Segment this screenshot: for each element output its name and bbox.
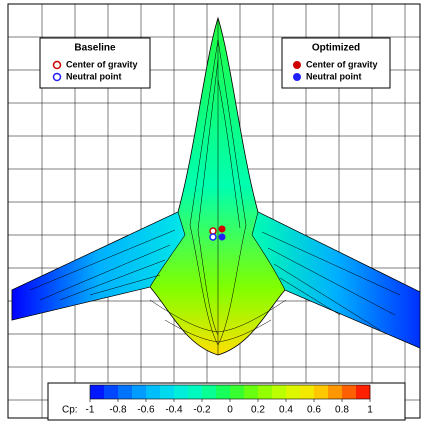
colorbar-tick-label: 1 (367, 405, 373, 416)
colorbar-cell (90, 385, 104, 399)
colorbar-tick-label: 0.4 (279, 405, 293, 416)
colorbar-cell (230, 385, 244, 399)
colorbar-cell (314, 385, 328, 399)
legend-label: Center of gravity (306, 59, 378, 69)
colorbar-tick-label: 0.8 (335, 405, 349, 416)
colorbar-tick-label: 0.6 (307, 405, 321, 416)
legend-title: Optimized (312, 43, 360, 54)
legend-label: Neutral point (66, 71, 122, 81)
legend-symbol (293, 73, 301, 81)
legend-title: Baseline (74, 43, 116, 54)
legend-label: Center of gravity (66, 59, 138, 69)
colorbar-cell (244, 385, 258, 399)
colorbar-cell (118, 385, 132, 399)
baseline-cg (210, 228, 216, 234)
legend-right: Optimized Center of gravity Neutral poin… (282, 38, 390, 88)
baseline-np (210, 234, 216, 240)
legend-symbol (293, 61, 301, 69)
legend-label: Neutral point (306, 71, 362, 81)
colorbar-cell (272, 385, 286, 399)
colorbar-tick-label: -1 (86, 405, 95, 416)
colorbar-cell (300, 385, 314, 399)
colorbar-cell (132, 385, 146, 399)
legend-symbol (54, 74, 61, 81)
colorbar-cell (174, 385, 188, 399)
colorbar-cell (104, 385, 118, 399)
colorbar-label: Cp: (62, 405, 78, 416)
legend-left: Baseline Center of gravity Neutral point (40, 38, 150, 88)
colorbar-cell (202, 385, 216, 399)
colorbar: Cp: -1 -0.8 -0.6 -0.4 -0.2 0 0.2 0.4 0.6 0.8 1 (48, 383, 405, 420)
colorbar-cell (146, 385, 160, 399)
colorbar-cell (342, 385, 356, 399)
colorbar-cell (356, 385, 370, 399)
chart: Baseline Center of gravity Neutral point… (0, 0, 427, 421)
colorbar-tick-label: -0.8 (109, 405, 127, 416)
colorbar-tick-label: -0.4 (165, 405, 183, 416)
colorbar-cell (258, 385, 272, 399)
colorbar-tick-label: 0 (227, 405, 233, 416)
colorbar-tick-label: -0.6 (137, 405, 155, 416)
colorbar-tick-label: 0.2 (251, 405, 265, 416)
colorbar-cell (160, 385, 174, 399)
colorbar-cell (216, 385, 230, 399)
optimized-cg (219, 226, 226, 233)
optimized-np (219, 234, 226, 241)
colorbar-cell (286, 385, 300, 399)
legend-symbol (54, 62, 61, 69)
colorbar-cell (188, 385, 202, 399)
colorbar-tick-label: -0.2 (193, 405, 211, 416)
colorbar-cell (328, 385, 342, 399)
